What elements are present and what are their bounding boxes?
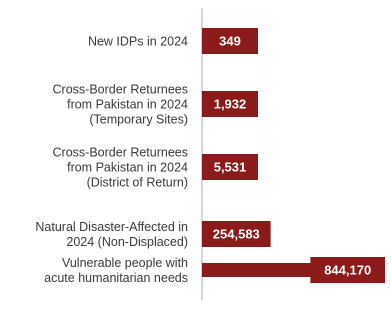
category-label-line: (Temporary Sites) xyxy=(89,113,188,127)
category-label-line: Cross-Border Returnees xyxy=(53,146,188,160)
value-label-2: 1,932 xyxy=(214,97,247,112)
bar-1 xyxy=(202,28,258,54)
value-label-box-5 xyxy=(310,257,385,283)
category-label-line: 2024 (Non-Displaced) xyxy=(66,235,188,249)
value-label-3: 5,531 xyxy=(214,160,247,175)
category-label-5: Vulnerable people with acute humanitarian… xyxy=(44,256,188,285)
value-label-1: 349 xyxy=(219,34,241,49)
category-label-line: (District of Return) xyxy=(87,176,188,190)
category-label-4: Natural Disaster-Affected in 2024 (Non-Di… xyxy=(35,220,188,249)
category-label-3: Cross-Border Returnees from Pakistan in 2… xyxy=(53,146,189,190)
category-label-line: Cross-Border Returnees xyxy=(53,83,188,97)
category-labels-group: 349 New IDPs in 2024 1,932 Cross-Border Ret… xyxy=(35,34,371,286)
bar-2 xyxy=(202,91,258,117)
category-label-2: Cross-Border Returnees from Pakistan in 2… xyxy=(53,83,189,127)
category-label-line: acute humanitarian needs xyxy=(44,271,188,285)
bar-3 xyxy=(202,154,258,180)
category-label-1: New IDPs in 2024 xyxy=(88,35,188,49)
bars-group xyxy=(202,28,385,283)
category-label-line: Vulnerable people with xyxy=(62,256,188,270)
category-label-line: Natural Disaster-Affected in xyxy=(35,220,188,234)
category-label-line: from Pakistan in 2024 xyxy=(67,98,188,112)
category-label-line: from Pakistan in 2024 xyxy=(67,161,188,175)
value-label-4: 254,583 xyxy=(213,227,260,242)
category-label-line: New IDPs in 2024 xyxy=(88,35,188,49)
bar-4 xyxy=(202,221,271,247)
value-label-5: 844,170 xyxy=(324,263,371,278)
